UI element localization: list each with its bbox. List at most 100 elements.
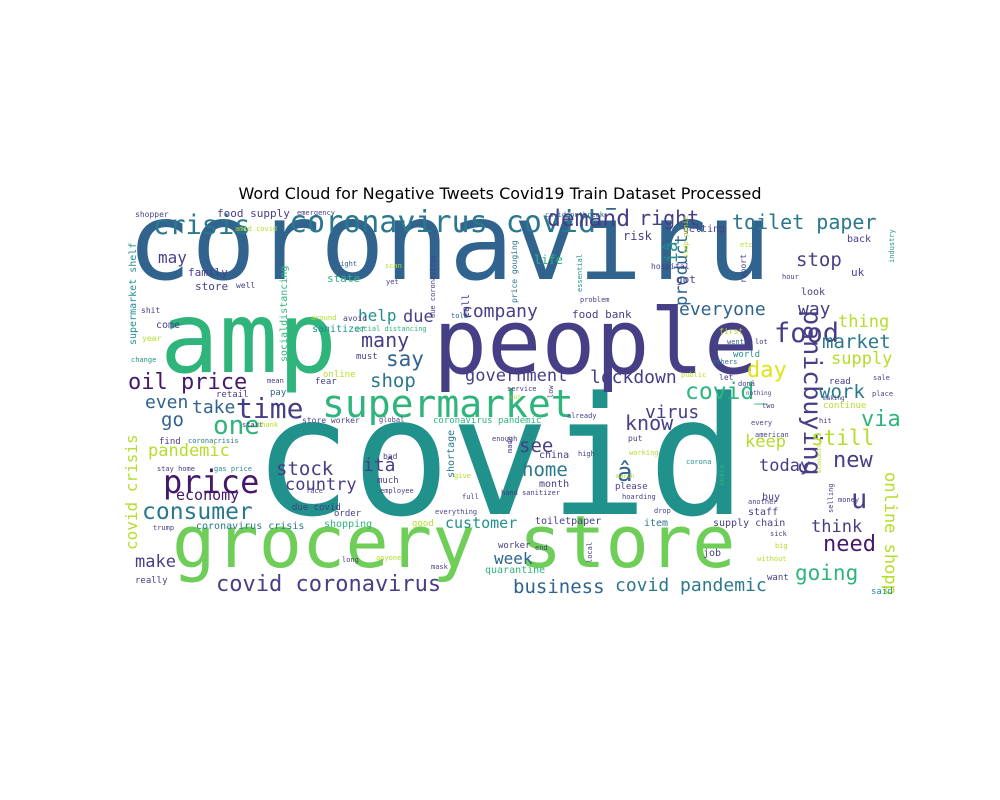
word-socialdistancing: socialdistancing: [279, 265, 290, 362]
word-go: go: [161, 409, 184, 431]
word-back: back: [847, 234, 872, 245]
word-pay: pay: [270, 388, 287, 398]
word-place: place: [872, 390, 894, 398]
word-global: global: [379, 416, 405, 424]
word-think: think: [811, 517, 863, 537]
word-scan: scan: [385, 262, 402, 270]
word-face: face: [306, 487, 323, 495]
word-stop-panic: stop panic: [682, 215, 690, 258]
word-public: public: [681, 371, 707, 379]
word-american: american: [755, 431, 789, 439]
word-worker: worker: [498, 541, 531, 551]
word-essential: essential: [576, 254, 584, 292]
word-oil-price: oil price: [128, 370, 248, 395]
word-continue: continue: [823, 401, 867, 411]
word-industry: industry: [888, 229, 896, 263]
word-a-hat: â: [617, 458, 633, 488]
word-covid-underscore: covid_: [685, 379, 769, 405]
word-staff: staff: [748, 507, 779, 518]
word-shopper: shopper: [135, 210, 169, 219]
word-country: country: [285, 475, 357, 495]
word-buy: buy: [762, 492, 781, 503]
word-take: take: [192, 397, 236, 418]
word-store-worker: store worker: [302, 416, 360, 425]
word-online-shopping: online shopping: [880, 472, 900, 596]
word-know: know: [625, 411, 674, 435]
word-toilet-paper: toilet paper: [732, 210, 877, 234]
word-start: start: [242, 421, 264, 429]
word-report: report: [739, 254, 748, 283]
word-low: low: [547, 385, 555, 398]
word-hour: hour: [782, 273, 799, 281]
word-company: company: [462, 301, 538, 322]
word-yet: yet: [386, 278, 399, 286]
word-enough: enough: [492, 435, 518, 443]
word-end: end: [535, 544, 548, 552]
word-u: u: [851, 484, 868, 515]
word-cut: cut: [510, 394, 521, 401]
word-amp: amp: [160, 282, 338, 396]
word-well: well: [236, 281, 256, 290]
word-made: made: [506, 436, 514, 453]
word-service: service: [507, 385, 537, 393]
word-making: making: [823, 395, 845, 402]
word-change: change: [131, 356, 157, 364]
word-amid-covid: amid covid: [235, 225, 278, 233]
word-economy: economy: [176, 486, 240, 504]
word-people: people: [433, 290, 759, 395]
word-going: going: [795, 561, 859, 585]
word-market: market: [822, 331, 891, 353]
word-good: good: [412, 519, 434, 529]
word-china: china: [539, 450, 570, 461]
word-two: two: [762, 402, 775, 410]
word-please: please: [615, 482, 648, 492]
word-day: day: [747, 358, 787, 383]
word-new: new: [833, 448, 873, 473]
word-make: make: [135, 552, 176, 572]
word-today: today: [759, 456, 811, 476]
word-high: high: [578, 450, 595, 458]
word-life: life: [534, 253, 563, 267]
word-come: come: [156, 320, 181, 331]
word-retail: retail: [216, 390, 249, 400]
word-year: year: [142, 334, 162, 343]
word-must: must: [356, 352, 378, 362]
word-due: due: [403, 307, 434, 327]
word-first: first: [719, 327, 744, 336]
word-family: family: [188, 266, 228, 279]
word-told: told: [451, 312, 468, 320]
word-selling: selling: [827, 483, 835, 513]
word-gas-price: gas price: [214, 465, 252, 473]
word-long: long: [342, 556, 359, 564]
word-coronavirus-covid: coronavirus covid: [289, 208, 597, 240]
word-say: say: [386, 347, 424, 371]
word-stock: stock: [276, 458, 334, 480]
word-supermarket: supermarket: [322, 382, 574, 426]
word-sick: sick: [770, 530, 787, 538]
word-covid-coronavirus: covid coronavirus: [216, 572, 442, 596]
word-toiletpaper: toiletpaper: [535, 516, 602, 527]
word-price-gouging: price gouging: [510, 240, 519, 303]
word-cloud: coronaviru covid people amp grocery stor…: [125, 208, 900, 596]
word-demand: demand: [547, 208, 631, 232]
word-economic: economic: [816, 444, 823, 473]
word-march: march: [616, 473, 635, 480]
word-home: home: [522, 459, 568, 481]
word-virus: virus: [645, 402, 700, 423]
word-don-a-hat: donâ: [738, 380, 755, 388]
word-anyone: anyone: [376, 554, 402, 562]
word-bad: bad: [383, 452, 398, 461]
word-drop: drop: [654, 507, 671, 515]
word-consumer: consumer: [142, 499, 253, 525]
word-india: india: [718, 464, 726, 486]
word-sanitizer: sanitizer: [312, 324, 367, 335]
word-shortage: shortage: [446, 429, 457, 478]
word-without: without: [757, 555, 787, 563]
word-grocery-store: grocery store: [172, 500, 736, 584]
word-let: let: [719, 373, 734, 382]
word-others: others: [712, 358, 738, 366]
word-full: full: [462, 493, 479, 501]
word-got: got: [676, 273, 696, 286]
word-store: store: [195, 280, 229, 293]
word-covid: covid: [253, 362, 747, 553]
